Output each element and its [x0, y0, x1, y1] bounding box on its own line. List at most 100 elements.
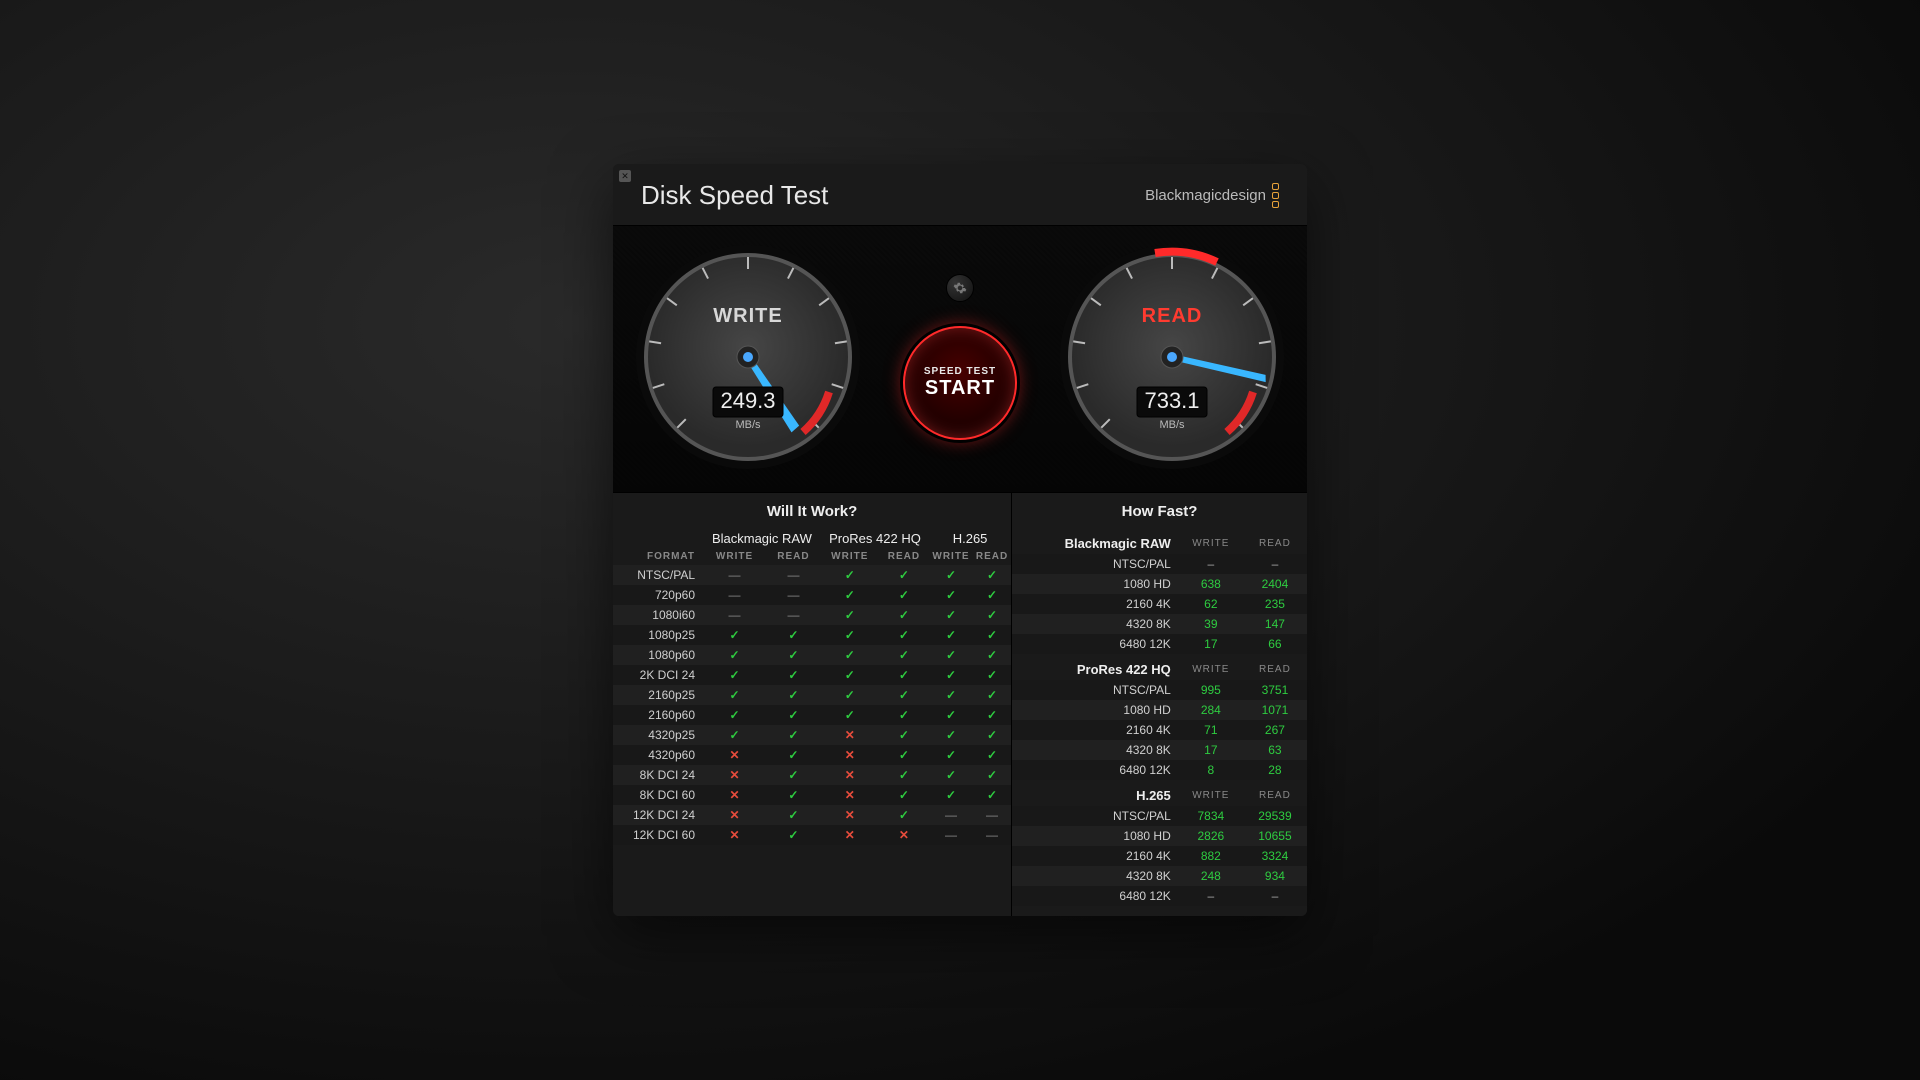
how-fast-panel: How Fast? Blackmagic RAW WRITE READNTSC/… — [1012, 493, 1307, 916]
read-gauge: READ 733.1 MB/s — [1057, 242, 1287, 472]
start-button-line2: START — [925, 377, 995, 400]
titlebar: Disk Speed Test Blackmagicdesign — [613, 164, 1307, 225]
table-row: 720p60——✓✓✓✓ — [613, 585, 1011, 605]
app-title: Disk Speed Test — [641, 180, 828, 211]
result-cell: ✓ — [766, 785, 821, 805]
result-cell: ✓ — [821, 625, 879, 645]
format-label: NTSC/PAL — [1012, 806, 1179, 826]
result-cell: ✓ — [879, 725, 929, 745]
write-value: 2826 — [1179, 826, 1243, 846]
read-value: 3751 — [1243, 680, 1307, 700]
result-cell: ✓ — [929, 665, 973, 685]
format-label: 1080p25 — [613, 625, 703, 645]
sub-header: READ — [973, 548, 1011, 565]
table-row: 2K DCI 24✓✓✓✓✓✓ — [613, 665, 1011, 685]
result-cell: ✓ — [766, 625, 821, 645]
result-cell: ✓ — [703, 625, 766, 645]
result-cell: ✓ — [766, 705, 821, 725]
read-value: 235 — [1243, 594, 1307, 614]
settings-button[interactable] — [946, 274, 974, 302]
result-cell: ✓ — [929, 745, 973, 765]
sub-header: READ — [1243, 528, 1307, 554]
sub-header: WRITE — [703, 548, 766, 565]
table-row: 1080 HD 284 1071 — [1012, 700, 1307, 720]
result-cell: — — [703, 565, 766, 585]
table-row: 2160p60✓✓✓✓✓✓ — [613, 705, 1011, 725]
read-value: 3324 — [1243, 846, 1307, 866]
table-row: NTSC/PAL——✓✓✓✓ — [613, 565, 1011, 585]
write-value: 71 — [1179, 720, 1243, 740]
result-cell: ✕ — [821, 725, 879, 745]
table-row: 2160 4K 62 235 — [1012, 594, 1307, 614]
table-row: 8K DCI 24✕✓✕✓✓✓ — [613, 765, 1011, 785]
format-label: 8K DCI 24 — [613, 765, 703, 785]
result-cell: ✓ — [879, 785, 929, 805]
format-label: 2160 4K — [1012, 846, 1179, 866]
table-row: 1080p60✓✓✓✓✓✓ — [613, 645, 1011, 665]
result-cell: ✓ — [879, 685, 929, 705]
table-row: 1080 HD 2826 10655 — [1012, 826, 1307, 846]
format-label: 2160p60 — [613, 705, 703, 725]
result-cell: ✓ — [929, 645, 973, 665]
close-button[interactable]: ✕ — [619, 170, 631, 182]
result-cell: ✕ — [821, 745, 879, 765]
format-label: 4320p25 — [613, 725, 703, 745]
write-value: 7834 — [1179, 806, 1243, 826]
table-row: 2160 4K 882 3324 — [1012, 846, 1307, 866]
table-row: 8K DCI 60✕✓✕✓✓✓ — [613, 785, 1011, 805]
result-cell: ✕ — [703, 745, 766, 765]
result-cell: ✓ — [766, 665, 821, 685]
result-cell: — — [973, 825, 1011, 845]
start-button[interactable]: SPEED TEST START — [903, 326, 1017, 440]
result-cell: ✓ — [821, 585, 879, 605]
result-cell: ✓ — [973, 585, 1011, 605]
result-cell: ✕ — [821, 805, 879, 825]
result-cell: ✓ — [973, 765, 1011, 785]
result-cell: ✓ — [879, 745, 929, 765]
write-value: – — [1179, 886, 1243, 906]
result-cell: ✓ — [766, 685, 821, 705]
write-value: – — [1179, 554, 1243, 574]
format-label: 720p60 — [613, 585, 703, 605]
format-label: 6480 12K — [1012, 634, 1179, 654]
write-gauge-unit: MB/s — [735, 419, 761, 431]
table-row: 4320 8K 17 63 — [1012, 740, 1307, 760]
brand-logo-icon — [1272, 183, 1279, 208]
result-cell: ✓ — [879, 765, 929, 785]
read-gauge-value: 733.1 — [1144, 388, 1199, 413]
result-cell: ✓ — [703, 645, 766, 665]
sub-header: READ — [1243, 654, 1307, 680]
read-value: 28 — [1243, 760, 1307, 780]
result-cell: ✕ — [703, 785, 766, 805]
section-title: ProRes 422 HQ — [1012, 654, 1179, 680]
write-value: 62 — [1179, 594, 1243, 614]
write-value: 17 — [1179, 740, 1243, 760]
write-gauge: WRITE 249.3 MB/s — [633, 242, 863, 472]
result-cell: ✓ — [929, 765, 973, 785]
result-cell: ✓ — [879, 805, 929, 825]
will-it-work-panel: Will It Work? Blackmagic RAW ProRes 422 … — [613, 493, 1012, 916]
result-cell: ✓ — [929, 785, 973, 805]
result-cell: ✓ — [821, 665, 879, 685]
result-cell: — — [929, 805, 973, 825]
sub-header: READ — [879, 548, 929, 565]
table-row: NTSC/PAL – – — [1012, 554, 1307, 574]
result-cell: ✓ — [879, 605, 929, 625]
result-cell: ✓ — [973, 645, 1011, 665]
brand-text: Blackmagicdesign — [1145, 187, 1266, 204]
result-cell: ✓ — [821, 645, 879, 665]
result-cell: ✕ — [703, 805, 766, 825]
write-gauge-value: 249.3 — [720, 388, 775, 413]
brand-label: Blackmagicdesign — [1145, 183, 1279, 208]
format-label: 1080 HD — [1012, 574, 1179, 594]
result-cell: ✓ — [703, 665, 766, 685]
format-label: 4320 8K — [1012, 740, 1179, 760]
result-cell: ✓ — [821, 685, 879, 705]
result-cell: — — [766, 605, 821, 625]
section-title: Blackmagic RAW — [1012, 528, 1179, 554]
result-cell: — — [973, 805, 1011, 825]
write-gauge-label: WRITE — [713, 305, 782, 327]
table-row: 12K DCI 24✕✓✕✓—— — [613, 805, 1011, 825]
result-cell: ✕ — [821, 765, 879, 785]
will-it-work-table: Blackmagic RAW ProRes 422 HQ H.265 FORMA… — [613, 528, 1011, 845]
